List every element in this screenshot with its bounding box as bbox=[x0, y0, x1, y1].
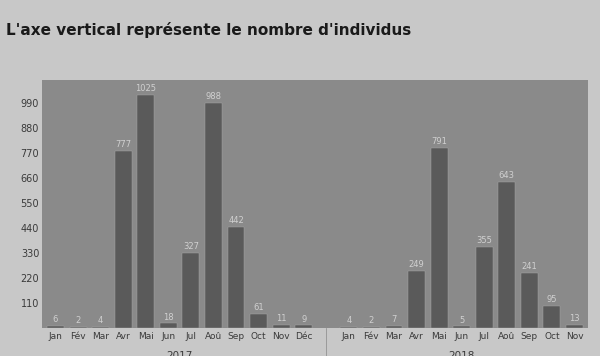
Text: 11: 11 bbox=[276, 314, 286, 323]
Bar bbox=[431, 148, 448, 328]
Text: 61: 61 bbox=[253, 303, 264, 312]
Text: 791: 791 bbox=[431, 137, 447, 146]
Text: 13: 13 bbox=[569, 314, 580, 323]
Bar bbox=[92, 326, 109, 328]
Bar bbox=[227, 227, 244, 328]
Bar bbox=[272, 325, 290, 328]
Text: 2: 2 bbox=[76, 316, 81, 325]
Text: 777: 777 bbox=[115, 140, 131, 149]
Text: 327: 327 bbox=[183, 242, 199, 251]
Bar bbox=[250, 314, 267, 328]
Text: 4: 4 bbox=[346, 316, 352, 325]
Text: 5: 5 bbox=[459, 315, 464, 325]
Text: 1025: 1025 bbox=[135, 84, 156, 93]
Text: L'axe vertical représente le nombre d'individus: L'axe vertical représente le nombre d'in… bbox=[6, 22, 411, 38]
Bar bbox=[566, 325, 583, 328]
Bar bbox=[521, 273, 538, 328]
Text: 9: 9 bbox=[301, 315, 307, 324]
Bar bbox=[182, 253, 199, 328]
Text: 6: 6 bbox=[53, 315, 58, 324]
Bar bbox=[363, 327, 380, 328]
Text: 2017: 2017 bbox=[166, 351, 193, 356]
Bar bbox=[70, 327, 86, 328]
Bar bbox=[408, 271, 425, 328]
Bar bbox=[115, 151, 131, 328]
Text: 18: 18 bbox=[163, 313, 173, 321]
Bar bbox=[544, 306, 560, 328]
Text: 643: 643 bbox=[499, 171, 515, 180]
Text: 2: 2 bbox=[369, 316, 374, 325]
Text: 988: 988 bbox=[205, 93, 221, 101]
Bar bbox=[137, 95, 154, 328]
Bar bbox=[386, 326, 403, 328]
Text: 4: 4 bbox=[98, 316, 103, 325]
Bar bbox=[295, 325, 312, 328]
Text: 95: 95 bbox=[547, 295, 557, 304]
Text: 2018: 2018 bbox=[448, 351, 475, 356]
Text: 7: 7 bbox=[391, 315, 397, 324]
Bar bbox=[499, 182, 515, 328]
Bar bbox=[47, 326, 64, 328]
Bar bbox=[476, 247, 493, 328]
Bar bbox=[160, 324, 177, 328]
Text: 249: 249 bbox=[409, 260, 424, 269]
Bar bbox=[205, 103, 222, 328]
Text: 355: 355 bbox=[476, 236, 492, 245]
Bar bbox=[340, 326, 358, 328]
Bar bbox=[453, 326, 470, 328]
Text: 241: 241 bbox=[521, 262, 537, 271]
Text: 442: 442 bbox=[228, 216, 244, 225]
